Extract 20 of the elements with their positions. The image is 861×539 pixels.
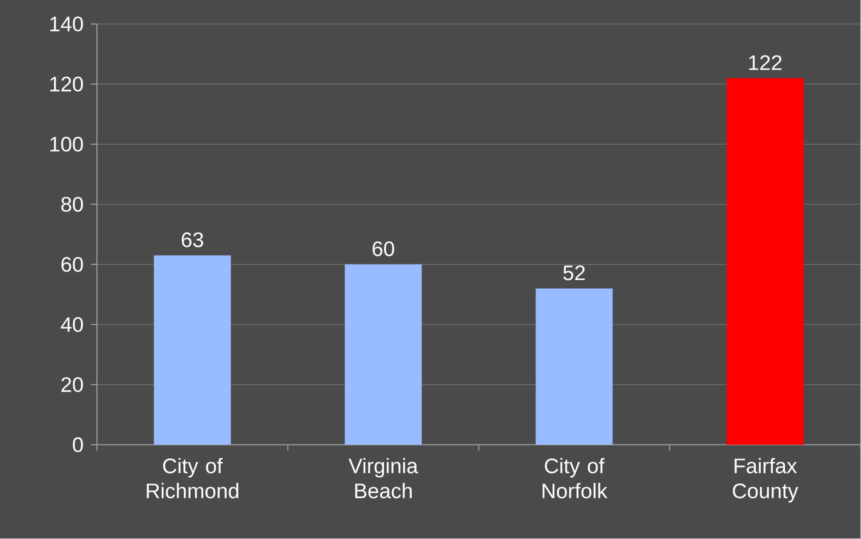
y-tick-label: 20 (61, 377, 83, 392)
y-tick-label: 140 (50, 16, 83, 32)
bar (536, 288, 613, 445)
y-tick-label: 60 (61, 257, 83, 272)
bar (154, 256, 231, 445)
data-label: 63 (182, 232, 204, 248)
x-tick-label: City of Richmond (146, 458, 238, 498)
x-tick-label: Fairfax County (732, 458, 798, 503)
x-tick-label: City of Norfolk (542, 458, 608, 498)
y-tick-label: 120 (50, 76, 83, 92)
data-label: 122 (749, 55, 782, 70)
y-tick-label: 40 (60, 317, 83, 332)
bar (344, 264, 422, 445)
data-label: 60 (372, 242, 394, 256)
data-label: 52 (563, 266, 585, 280)
y-tick-label: 0 (72, 437, 83, 452)
bar (726, 78, 804, 445)
y-tick-label: 80 (61, 197, 83, 212)
y-tick-label: 100 (50, 136, 83, 152)
x-tick-label: Virginia Beach (348, 458, 418, 498)
